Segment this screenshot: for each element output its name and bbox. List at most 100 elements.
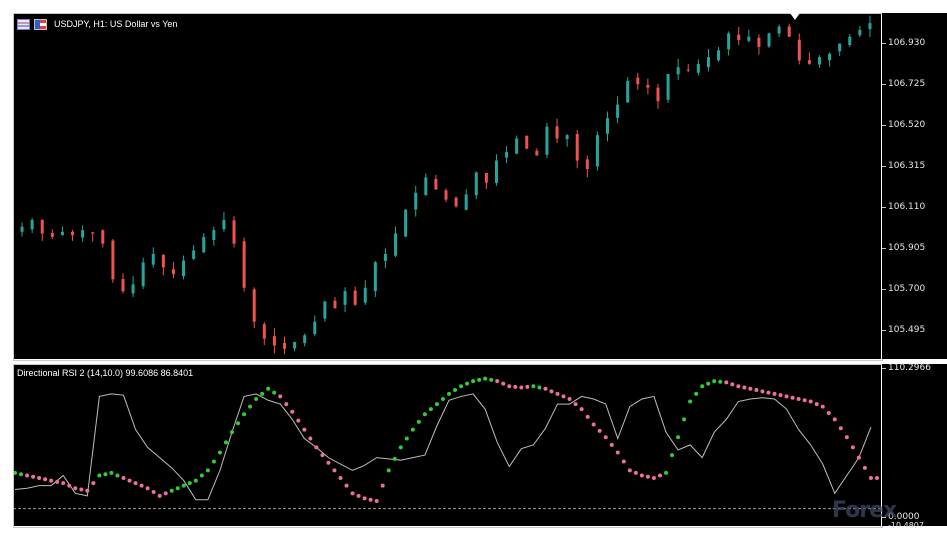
signal-dot	[748, 386, 753, 391]
signal-dot	[645, 474, 650, 479]
signal-dot	[609, 442, 614, 447]
signal-dot	[163, 491, 168, 496]
candle-body	[20, 226, 24, 232]
signal-dot	[543, 386, 548, 391]
chart-title: USDJPY, H1: US Dollar vs Yen	[54, 19, 178, 29]
signal-dot	[651, 476, 656, 481]
indicator-pane[interactable]	[13, 364, 881, 526]
candle-body	[737, 34, 741, 41]
signal-dot	[856, 455, 861, 460]
candle-body	[161, 254, 165, 268]
candle-body	[303, 335, 307, 344]
signal-dot	[724, 380, 729, 385]
signal-dot	[205, 468, 210, 473]
signal-dot	[579, 407, 584, 412]
candle-body	[757, 37, 761, 47]
signal-dot	[471, 379, 476, 384]
indicator-tick-top: 110.2966	[888, 363, 931, 373]
candle-body	[646, 84, 650, 88]
candle-body	[626, 80, 630, 103]
signal-dot	[688, 399, 693, 404]
signal-dot	[670, 453, 675, 458]
signal-dot	[169, 488, 174, 493]
signal-dot	[676, 435, 681, 440]
candle-body	[282, 342, 286, 349]
candle-body	[262, 324, 266, 339]
candle-body	[222, 219, 226, 230]
signal-dot	[61, 481, 66, 486]
signal-dot	[49, 478, 54, 483]
signal-dot	[874, 476, 879, 481]
candle-body	[505, 152, 509, 158]
candle-body	[595, 135, 599, 167]
signal-dot	[199, 473, 204, 478]
signal-dot	[109, 470, 114, 475]
candle-body	[272, 336, 276, 346]
candle-body	[192, 250, 196, 259]
candle-body	[111, 240, 115, 280]
signal-dot	[181, 483, 186, 488]
signal-dot	[537, 385, 542, 390]
candle-body	[838, 43, 842, 52]
signal-dot	[43, 477, 48, 482]
signal-dot	[13, 470, 17, 475]
price-tick-label: 105.905	[888, 243, 926, 253]
candle-body	[71, 231, 75, 236]
signal-dot	[657, 473, 662, 478]
candle-body	[828, 53, 832, 61]
candle-body	[858, 29, 862, 36]
candle-body	[656, 87, 660, 102]
signal-dot	[615, 450, 620, 455]
candle-body	[717, 50, 721, 61]
candle-body	[666, 74, 670, 100]
flag-icon[interactable]	[34, 18, 47, 30]
signal-dot	[350, 491, 355, 496]
signal-dot	[145, 486, 150, 491]
signal-dot	[19, 472, 24, 477]
signal-dot	[633, 470, 638, 475]
signal-dot	[121, 476, 126, 481]
candle-body	[81, 230, 85, 238]
signal-dot	[73, 486, 78, 491]
signal-dot	[814, 402, 819, 407]
candle-body	[373, 262, 377, 291]
signal-dot	[489, 377, 494, 382]
signal-dot	[326, 460, 331, 465]
price-axis[interactable]: 106.930 106.725 106.520 106.315 106.110 105.9…	[882, 13, 947, 417]
signal-dot	[380, 483, 385, 488]
candle-body	[171, 269, 175, 275]
signal-dot	[555, 391, 560, 396]
signal-dot	[374, 498, 379, 503]
signal-dot	[742, 385, 747, 390]
signal-dot	[332, 468, 337, 473]
candle-body	[394, 233, 398, 256]
price-tick-mark	[882, 43, 886, 44]
signal-dot	[706, 381, 711, 386]
signal-dot	[139, 483, 144, 488]
signal-dot	[392, 456, 397, 461]
signal-dot	[410, 427, 415, 432]
candle-body	[91, 232, 95, 234]
signal-dot	[820, 404, 825, 409]
candle-body	[333, 300, 337, 309]
price-tick-label: 106.520	[888, 120, 926, 130]
signal-dot	[507, 384, 512, 389]
signal-dot	[260, 391, 265, 396]
chart-shift-marker[interactable]	[790, 13, 800, 20]
price-chart-pane[interactable]	[13, 13, 881, 359]
indicator-axis[interactable]: 110.2966 0.0000 -10.4807	[882, 363, 947, 530]
signal-dot	[591, 422, 596, 427]
signal-dot	[151, 490, 156, 495]
signal-dot	[133, 481, 138, 486]
signal-dot	[477, 377, 482, 382]
signal-dot	[862, 465, 867, 470]
signal-dot	[826, 411, 831, 416]
candle-body	[575, 134, 579, 161]
signal-dot	[832, 417, 837, 422]
candle-body	[242, 241, 246, 288]
price-tick-mark	[882, 125, 886, 126]
signal-dot	[519, 385, 524, 390]
grid-icon[interactable]	[17, 18, 30, 30]
signal-dot	[639, 473, 644, 478]
signal-dot	[531, 384, 536, 389]
